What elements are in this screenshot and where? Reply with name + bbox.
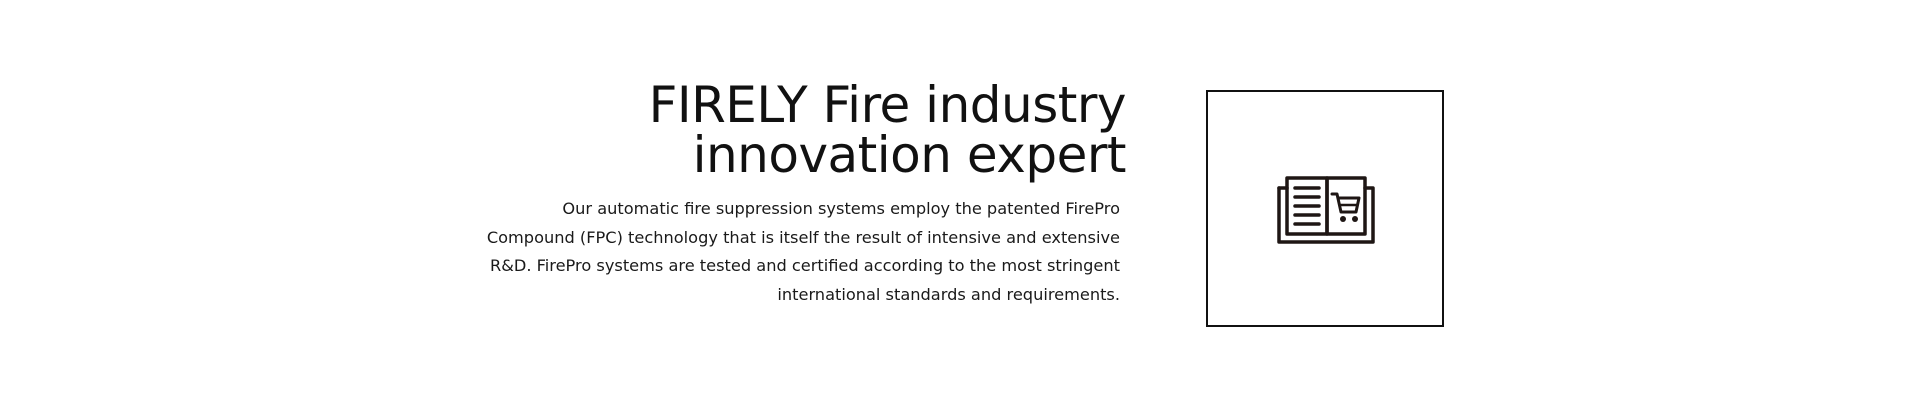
hero-title: FIRELY Fire industry innovation expert — [486, 80, 1126, 180]
hero-title-line-1: FIRELY Fire industry — [486, 80, 1126, 130]
hero-description: Our automatic fire suppression systems e… — [486, 195, 1120, 309]
hero-title-line-2: innovation expert — [486, 130, 1126, 180]
hero-text-block: FIRELY Fire industry innovation expert O… — [486, 80, 1126, 309]
feature-card[interactable] — [1206, 90, 1444, 327]
catalog-cart-icon — [1277, 176, 1375, 244]
